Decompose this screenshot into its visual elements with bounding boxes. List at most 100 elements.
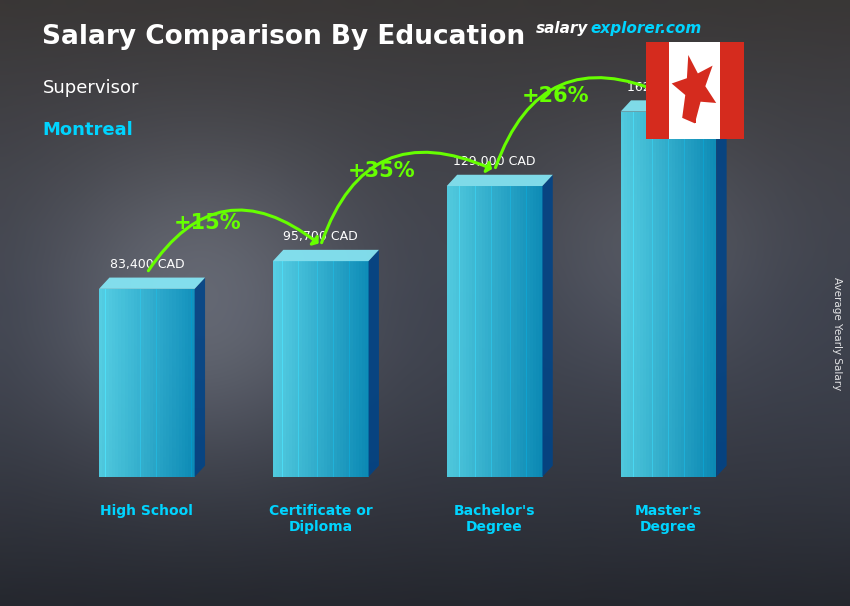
Bar	[668, 112, 672, 477]
Bar	[150, 289, 153, 477]
Bar	[282, 261, 286, 477]
Text: Salary Comparison By Education: Salary Comparison By Education	[42, 24, 525, 50]
Polygon shape	[672, 55, 717, 124]
Bar	[333, 261, 337, 477]
Bar	[286, 261, 289, 477]
Text: High School: High School	[100, 504, 193, 518]
Bar	[188, 289, 191, 477]
Bar	[662, 112, 666, 477]
Bar	[340, 261, 343, 477]
Bar	[524, 186, 527, 477]
Bar	[533, 186, 536, 477]
Bar	[539, 186, 542, 477]
Bar	[462, 186, 466, 477]
Bar	[694, 112, 697, 477]
Bar	[124, 289, 128, 477]
Bar	[134, 289, 138, 477]
Text: Montreal: Montreal	[42, 121, 133, 139]
Bar	[182, 289, 185, 477]
Bar	[314, 261, 318, 477]
Bar	[646, 42, 670, 139]
Text: explorer.com: explorer.com	[591, 21, 702, 36]
Bar	[720, 42, 744, 139]
Polygon shape	[273, 250, 379, 261]
Polygon shape	[447, 175, 552, 186]
Bar	[337, 261, 340, 477]
Bar	[666, 112, 669, 477]
Polygon shape	[542, 175, 552, 477]
Bar	[710, 112, 713, 477]
Bar	[447, 186, 450, 477]
Polygon shape	[195, 278, 205, 477]
Bar	[160, 289, 163, 477]
Bar	[479, 186, 482, 477]
Polygon shape	[717, 101, 727, 477]
Bar	[655, 112, 659, 477]
Bar	[318, 261, 320, 477]
Bar	[643, 112, 646, 477]
Bar	[280, 261, 282, 477]
Bar	[366, 261, 369, 477]
Bar	[153, 289, 156, 477]
Bar	[633, 112, 637, 477]
Bar	[109, 289, 112, 477]
Bar	[624, 112, 627, 477]
Bar	[162, 289, 166, 477]
Text: 95,700 CAD: 95,700 CAD	[283, 230, 358, 243]
Bar	[456, 186, 460, 477]
Bar	[295, 261, 298, 477]
Bar	[475, 186, 479, 477]
FancyBboxPatch shape	[643, 39, 746, 143]
Bar	[694, 106, 696, 124]
Bar	[713, 112, 717, 477]
Bar	[128, 289, 131, 477]
Bar	[513, 186, 517, 477]
Text: salary: salary	[536, 21, 588, 36]
Text: +35%: +35%	[348, 161, 416, 181]
Bar	[173, 289, 176, 477]
Bar	[353, 261, 356, 477]
Text: 162,000 CAD: 162,000 CAD	[627, 81, 710, 93]
Bar	[178, 289, 182, 477]
Bar	[637, 112, 640, 477]
Bar	[111, 289, 115, 477]
Bar	[185, 289, 189, 477]
Bar	[102, 289, 105, 477]
Bar	[688, 112, 691, 477]
Polygon shape	[620, 101, 727, 112]
Bar	[627, 112, 631, 477]
Bar	[495, 186, 498, 477]
Bar	[191, 289, 195, 477]
Bar	[488, 186, 491, 477]
Bar	[460, 186, 463, 477]
Bar	[311, 261, 314, 477]
Bar	[678, 112, 682, 477]
Bar	[649, 112, 653, 477]
Bar	[640, 112, 643, 477]
Polygon shape	[99, 278, 205, 289]
Bar	[292, 261, 295, 477]
Bar	[536, 186, 540, 477]
Bar	[620, 112, 624, 477]
Bar	[498, 186, 501, 477]
Text: 129,000 CAD: 129,000 CAD	[453, 155, 536, 168]
Bar	[289, 261, 292, 477]
Bar	[700, 112, 704, 477]
Polygon shape	[369, 250, 379, 477]
Bar	[491, 186, 495, 477]
Bar	[276, 261, 280, 477]
Bar	[169, 289, 173, 477]
Bar	[343, 261, 346, 477]
Text: Certificate or
Diploma: Certificate or Diploma	[269, 504, 372, 534]
Bar	[298, 261, 302, 477]
Bar	[466, 186, 469, 477]
Bar	[320, 261, 324, 477]
Bar	[147, 289, 150, 477]
Bar	[308, 261, 311, 477]
Bar	[156, 289, 160, 477]
Bar	[273, 261, 276, 477]
Bar	[520, 186, 524, 477]
Bar	[356, 261, 359, 477]
Text: Master's
Degree: Master's Degree	[635, 504, 702, 534]
Bar	[473, 186, 476, 477]
